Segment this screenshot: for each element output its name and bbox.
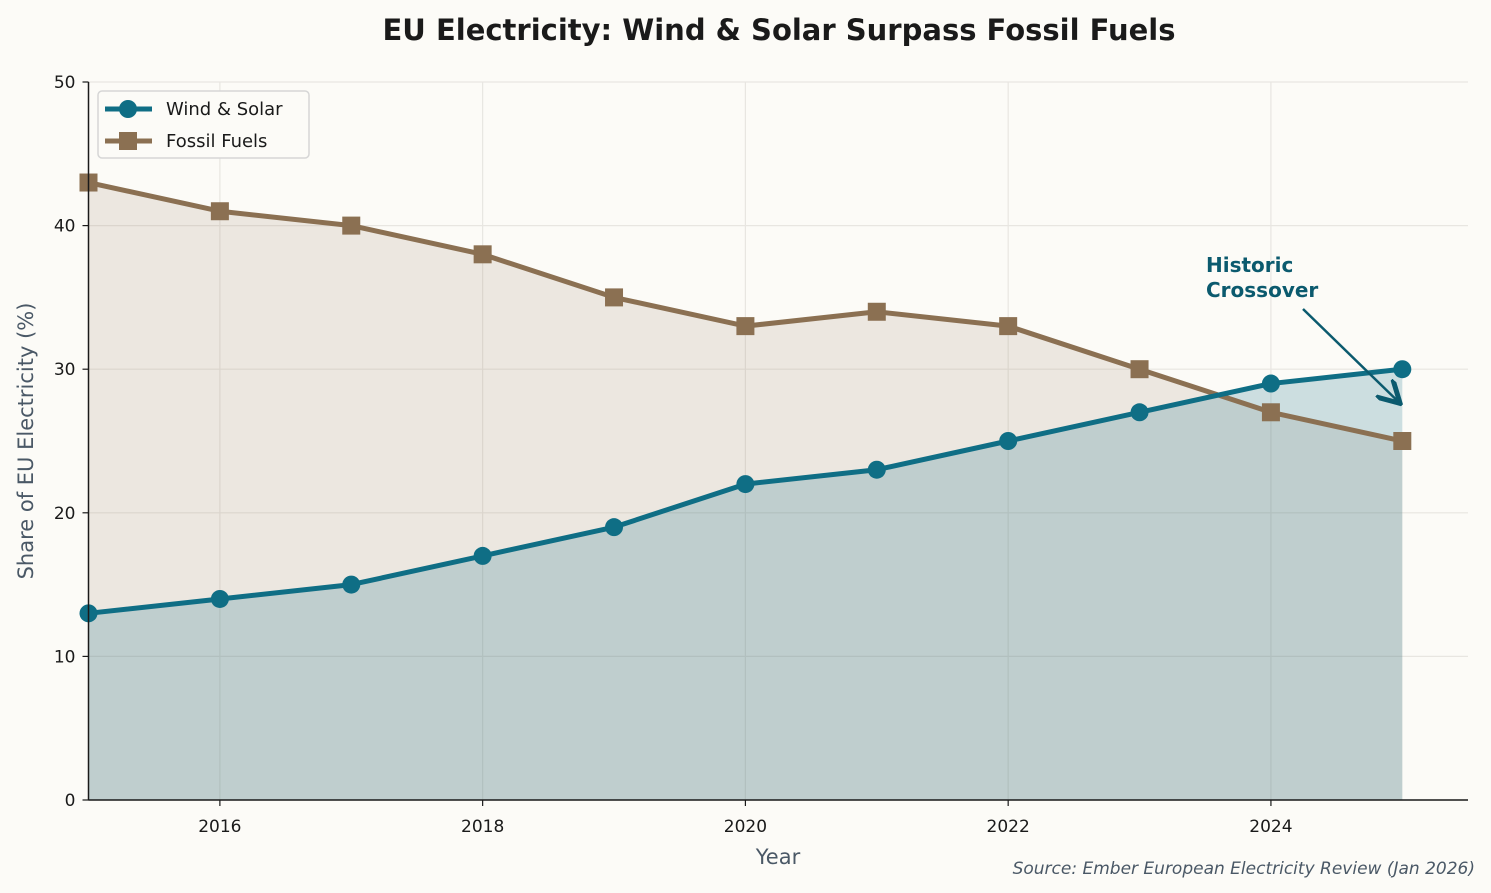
data-point-wind-solar: [736, 475, 755, 494]
data-point-wind-solar: [1261, 374, 1280, 393]
x-axis-label: Year: [755, 845, 801, 869]
y-tick-label: 50: [54, 73, 76, 93]
data-point-fossil-fuels: [342, 216, 361, 235]
x-tick-label: 2024: [1249, 817, 1292, 837]
chart-title: EU Electricity: Wind & Solar Surpass Fos…: [382, 13, 1175, 47]
source-note: Source: Ember European Electricity Revie…: [1013, 859, 1475, 879]
data-point-wind-solar: [867, 460, 886, 479]
data-point-wind-solar: [605, 518, 624, 537]
data-point-fossil-fuels: [1261, 403, 1280, 422]
y-axis-label: Share of EU Electricity (%): [14, 303, 38, 580]
x-tick-label: 2016: [198, 817, 241, 837]
series-lines: [79, 173, 1412, 623]
data-point-wind-solar: [342, 575, 361, 594]
x-tick-label: 2022: [987, 817, 1030, 837]
axes: 2016 2018 2020 2022 2024 0 10 20 30 40 50: [54, 73, 1468, 837]
data-point-fossil-fuels: [210, 202, 229, 221]
legend: Wind & Solar Fossil Fuels: [97, 90, 310, 159]
annotation-arrow: [1302, 308, 1398, 402]
legend-marker-square: [119, 132, 137, 150]
y-tick-label: 10: [54, 647, 76, 667]
annotation-text: Crossover: [1206, 278, 1318, 302]
x-tick-label: 2018: [461, 817, 504, 837]
area-fill-wind-solar: [88, 369, 1403, 800]
legend-label: Fossil Fuels: [166, 131, 267, 152]
data-point-fossil-fuels: [1130, 360, 1149, 379]
y-tick-label: 0: [65, 791, 76, 811]
annotation-text: Historic: [1206, 253, 1293, 277]
data-point-wind-solar: [210, 589, 229, 608]
x-tick-label: 2020: [724, 817, 767, 837]
data-point-fossil-fuels: [736, 317, 755, 336]
data-point-fossil-fuels: [867, 302, 886, 321]
data-point-wind-solar: [1130, 403, 1149, 422]
data-point-fossil-fuels: [473, 245, 492, 264]
legend-label: Wind & Solar: [166, 99, 283, 120]
data-point-wind-solar: [473, 546, 492, 565]
data-point-fossil-fuels: [999, 317, 1018, 336]
y-tick-label: 40: [54, 217, 76, 237]
data-point-fossil-fuels: [1393, 432, 1412, 450]
data-point-fossil-fuels: [605, 288, 624, 307]
y-tick-label: 20: [54, 504, 76, 524]
legend-marker-circle: [119, 100, 137, 118]
y-tick-label: 30: [54, 360, 76, 380]
data-point-wind-solar: [1393, 360, 1412, 379]
data-point-wind-solar: [999, 432, 1018, 450]
